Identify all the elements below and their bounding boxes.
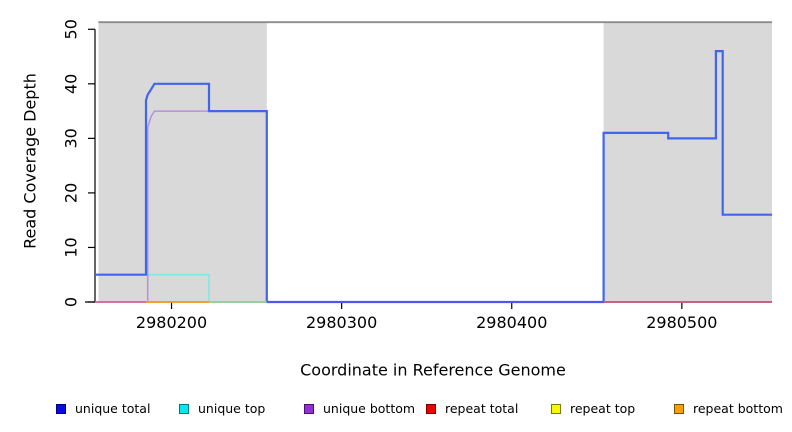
y-tick-label: 20 — [62, 183, 81, 203]
y-tick-label: 30 — [62, 128, 81, 148]
shaded-region — [603, 22, 772, 302]
x-tick-label: 2980500 — [646, 313, 717, 332]
y-tick-label: 50 — [62, 19, 81, 39]
y-tick-label: 0 — [62, 297, 81, 307]
y-tick-label: 10 — [62, 237, 81, 257]
y-axis-title: Read Coverage Depth — [20, 73, 40, 249]
x-axis-title: Coordinate in Reference Genome — [300, 360, 566, 380]
x-tick-label: 2980400 — [476, 313, 547, 332]
x-tick-label: 2980200 — [136, 313, 207, 332]
shaded-region — [98, 22, 267, 302]
x-tick-label: 2980300 — [306, 313, 377, 332]
y-tick-label: 40 — [62, 74, 81, 94]
